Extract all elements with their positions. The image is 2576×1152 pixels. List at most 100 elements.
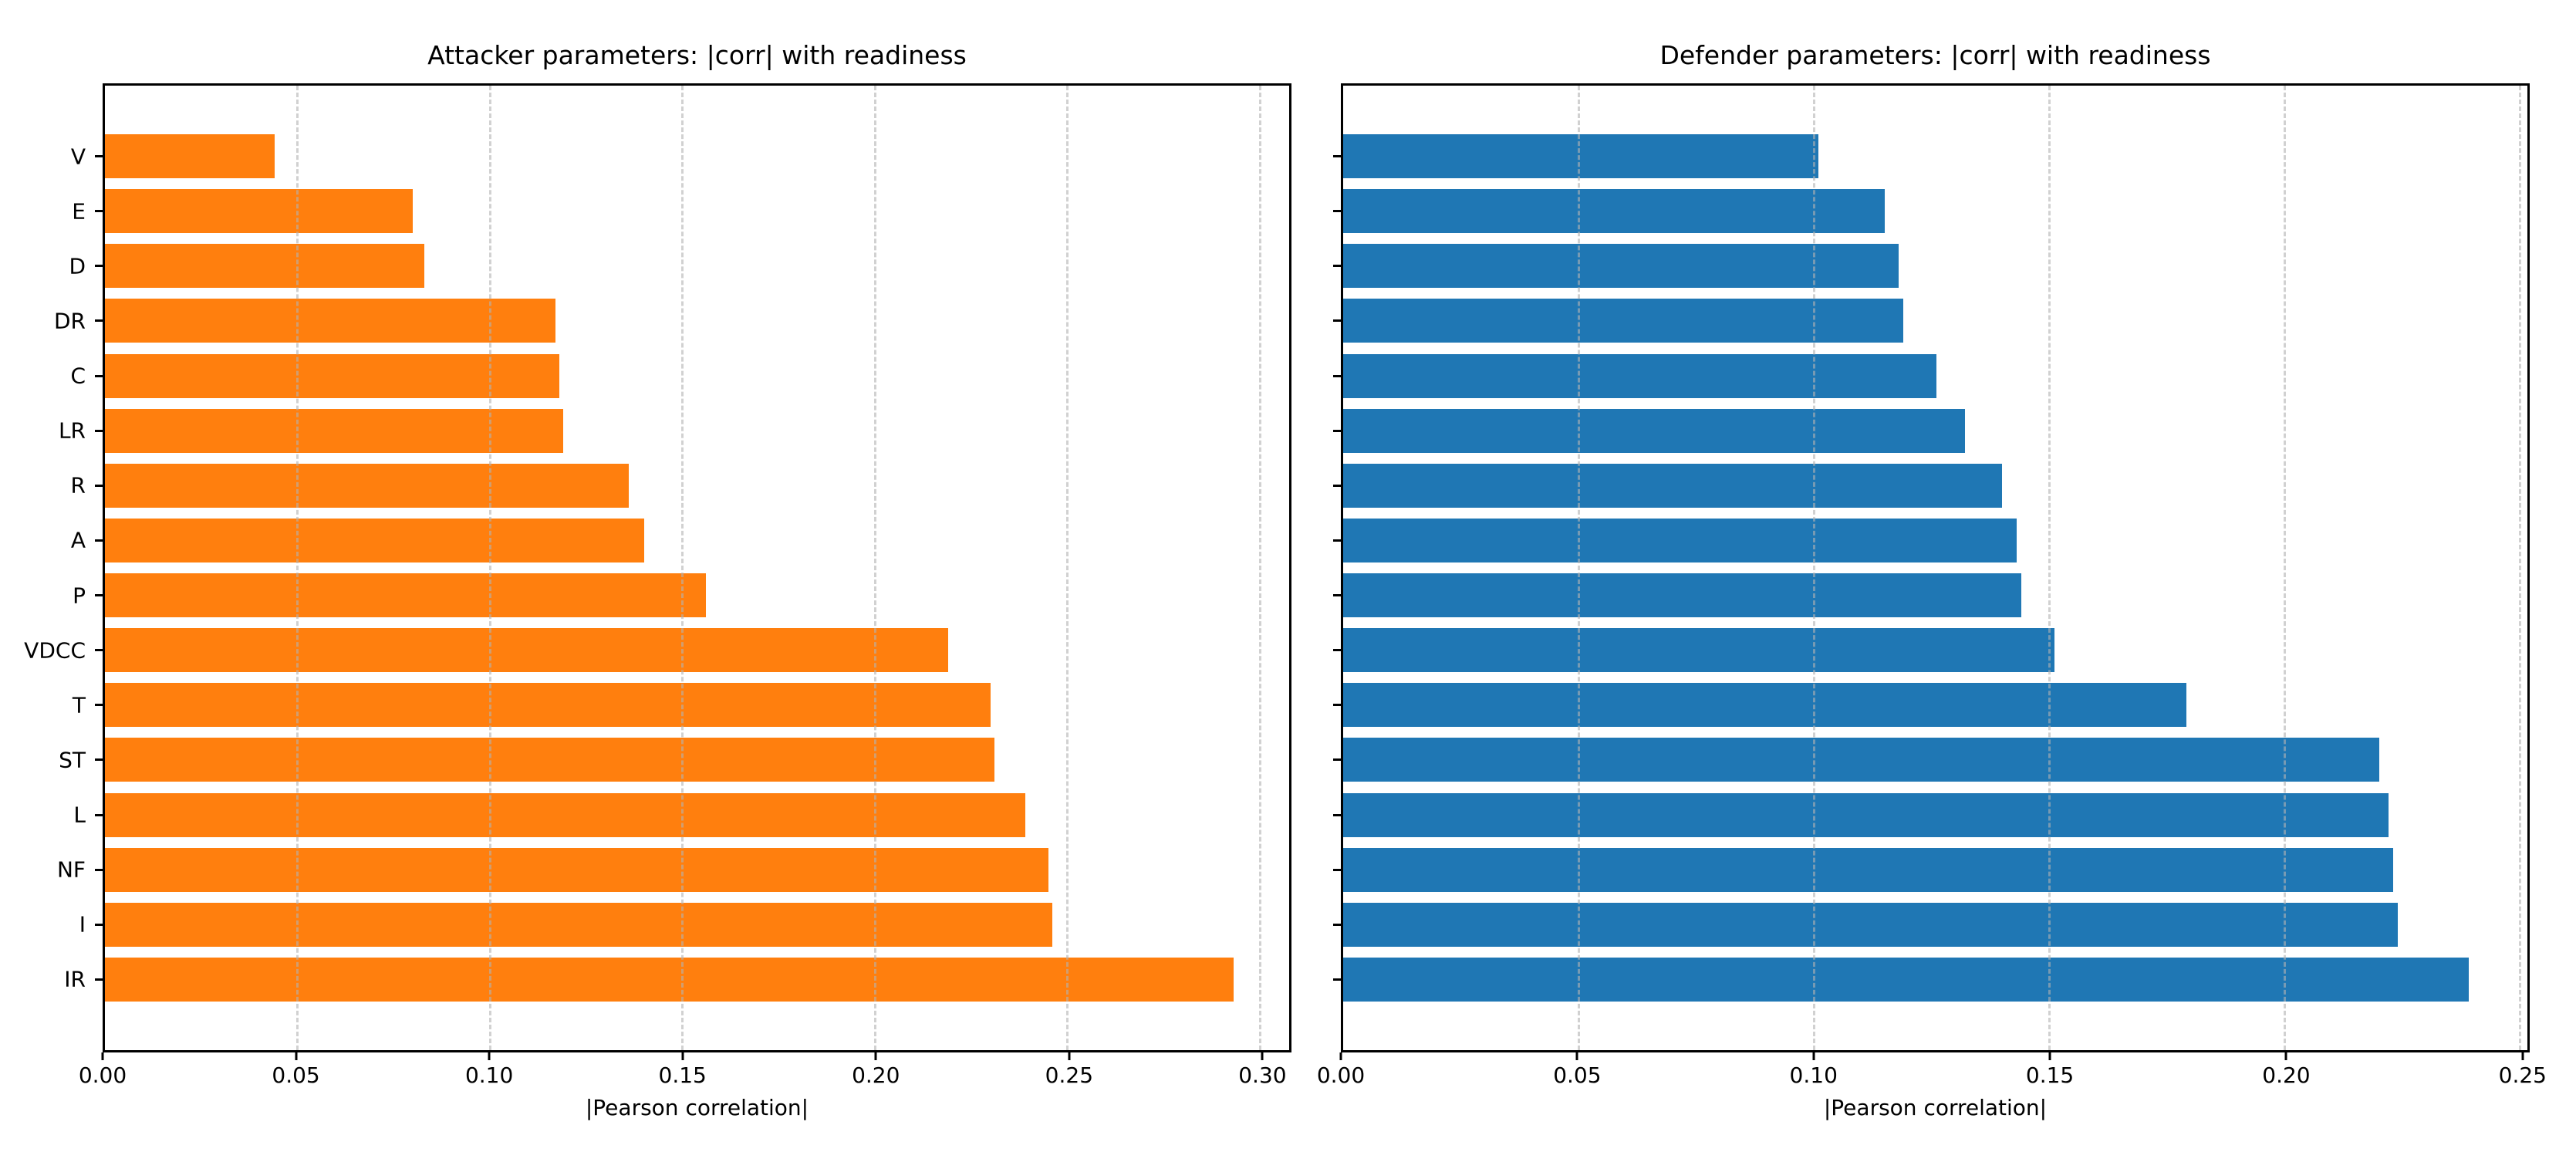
bar-row xyxy=(1333,293,2527,348)
y-tick-mark xyxy=(95,484,103,487)
bar-row: IR xyxy=(64,952,1289,1007)
y-tick-mark xyxy=(95,923,103,926)
chart-title: Attacker parameters: |corr| with readine… xyxy=(427,40,967,70)
x-tick-mark xyxy=(2521,1052,2524,1060)
y-tick-mark xyxy=(1333,374,1341,377)
bar xyxy=(105,299,556,343)
bar-row xyxy=(1333,184,2527,238)
y-tick-label: E xyxy=(72,198,86,225)
bar xyxy=(1343,353,1937,398)
y-tick-label: T xyxy=(72,692,86,718)
y-tick-label: V xyxy=(70,144,86,170)
x-tick-mark xyxy=(874,1052,877,1060)
y-tick-mark xyxy=(95,539,103,542)
y-tick-label: LR xyxy=(58,417,86,444)
y-tick-label: R xyxy=(70,472,86,498)
y-tick-label: IR xyxy=(64,966,86,992)
y-tick-mark xyxy=(95,155,103,158)
bar xyxy=(1343,408,1965,453)
x-tick-label: 0.15 xyxy=(658,1062,707,1088)
bar-row: ST xyxy=(59,732,1289,787)
x-tick-mark xyxy=(1261,1052,1264,1060)
bar xyxy=(105,957,1234,1002)
y-tick-mark xyxy=(95,319,103,323)
x-tick-label: 0.25 xyxy=(2498,1062,2547,1088)
bar-row xyxy=(1333,952,2527,1007)
bar-row xyxy=(1333,897,2527,952)
bar xyxy=(105,189,414,234)
x-tick-mark xyxy=(1575,1052,1578,1060)
bar-row: DR xyxy=(54,293,1289,348)
bar-row: A xyxy=(71,513,1289,568)
bar-row xyxy=(1333,349,2527,404)
gridline xyxy=(296,86,299,1050)
x-tick-mark xyxy=(681,1052,684,1060)
y-tick-label: D xyxy=(69,253,86,279)
x-tick-label: 0.30 xyxy=(1238,1062,1287,1088)
bar-row: R xyxy=(71,458,1289,513)
bar xyxy=(1343,518,2017,562)
gridline xyxy=(488,86,491,1050)
gridline xyxy=(1812,86,1815,1050)
bar xyxy=(105,518,644,562)
x-tick-mark xyxy=(1068,1052,1071,1060)
plot-area: V E D DR C LR R A P VDCC T ST L NF I IR xyxy=(24,83,1291,1052)
x-tick-label: 0.00 xyxy=(78,1062,127,1088)
y-tick-mark xyxy=(95,265,103,268)
bar xyxy=(1343,628,2054,673)
bar xyxy=(1343,463,2003,508)
bar-row: T xyxy=(73,677,1289,732)
bar xyxy=(1343,957,2469,1002)
y-tick-mark xyxy=(1333,868,1341,871)
gridline xyxy=(2284,86,2287,1050)
x-tick-mark xyxy=(295,1052,298,1060)
y-tick-mark xyxy=(95,813,103,816)
bar-row: C xyxy=(70,349,1289,404)
bar xyxy=(1343,189,1885,234)
gridline xyxy=(873,86,876,1050)
y-tick-label: L xyxy=(73,802,86,828)
bar xyxy=(105,408,564,453)
y-tick-mark xyxy=(1333,758,1341,762)
bar-row xyxy=(1333,568,2527,623)
bar xyxy=(1343,134,1819,178)
plot-area xyxy=(1333,83,2530,1052)
bar xyxy=(105,902,1052,947)
x-axis-label: |Pearson correlation| xyxy=(585,1095,809,1120)
bar-row xyxy=(1333,404,2527,458)
bar xyxy=(105,683,991,728)
y-tick-mark xyxy=(95,978,103,981)
x-tick-mark xyxy=(488,1052,491,1060)
y-tick-label: P xyxy=(73,583,86,609)
bar xyxy=(1343,573,2021,617)
bar-row: VDCC xyxy=(24,623,1289,677)
y-tick-mark xyxy=(1333,210,1341,213)
x-tick-mark xyxy=(2284,1052,2287,1060)
bars-container xyxy=(1333,86,2527,1050)
x-tick-mark xyxy=(101,1052,104,1060)
bar xyxy=(1343,683,2186,728)
x-tick-mark xyxy=(1339,1052,1342,1060)
x-tick-label: 0.15 xyxy=(2025,1062,2075,1088)
x-axis-label: |Pearson correlation| xyxy=(1823,1095,2048,1120)
bar-row xyxy=(1333,788,2527,843)
y-tick-mark xyxy=(1333,319,1341,323)
bar xyxy=(105,134,275,178)
gridline xyxy=(2048,86,2051,1050)
y-tick-mark xyxy=(1333,265,1341,268)
x-tick-label: 0.10 xyxy=(1789,1062,1838,1088)
y-tick-mark xyxy=(95,594,103,597)
y-tick-mark xyxy=(95,649,103,652)
x-tick-mark xyxy=(1812,1052,1815,1060)
y-tick-mark xyxy=(1333,155,1341,158)
bar-row xyxy=(1333,513,2527,568)
bar xyxy=(105,628,949,673)
y-tick-mark xyxy=(1333,813,1341,816)
x-tick-label: 0.20 xyxy=(2262,1062,2311,1088)
bar xyxy=(105,244,425,289)
bar-row xyxy=(1333,732,2527,787)
bar xyxy=(105,573,706,617)
bar-row: L xyxy=(73,788,1289,843)
y-tick-label: NF xyxy=(56,856,86,883)
